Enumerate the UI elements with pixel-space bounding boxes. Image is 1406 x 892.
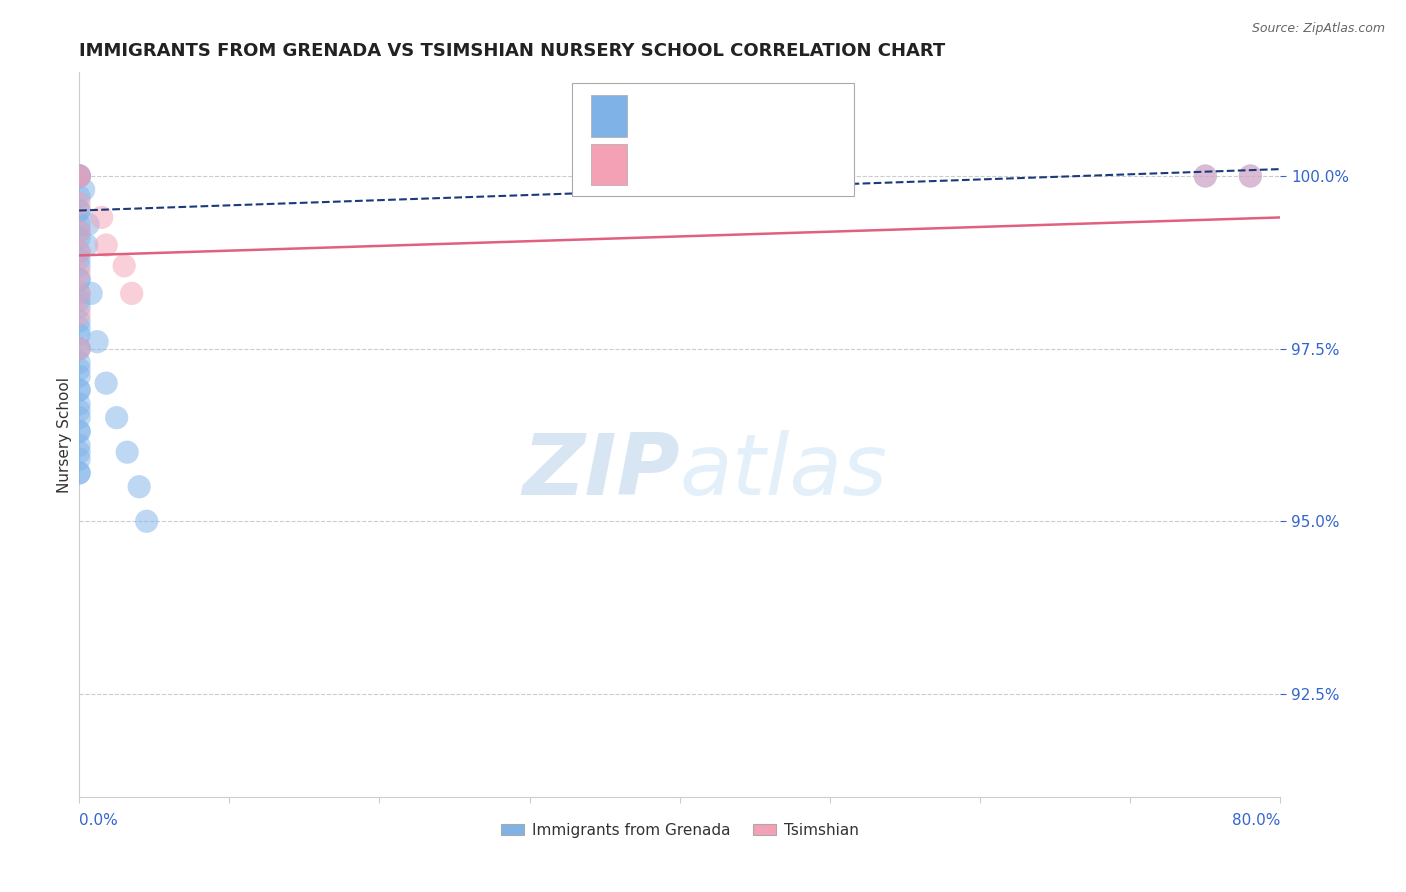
Point (67, 224, 90, 238)
Point (128, 480, 150, 494)
Point (67, 259, 90, 273)
Text: IMMIGRANTS FROM GRENADA VS TSIMSHIAN NURSERY SCHOOL CORRELATION CHART: IMMIGRANTS FROM GRENADA VS TSIMSHIAN NUR… (79, 42, 945, 60)
Point (1194, 169, 1216, 183)
Point (67, 169, 90, 183)
Point (67, 169, 90, 183)
Point (67, 383, 90, 397)
Point (67, 272, 90, 286)
Point (67, 266, 90, 280)
Legend: Immigrants from Grenada, Tsimshian: Immigrants from Grenada, Tsimshian (495, 817, 865, 844)
Point (72, 183, 94, 197)
Point (67, 425, 90, 439)
Point (67, 293, 90, 308)
Point (67, 244, 90, 259)
Point (67, 445, 90, 459)
Point (67, 321, 90, 335)
Point (67, 438, 90, 452)
Point (67, 327, 90, 342)
Point (67, 169, 90, 183)
Point (105, 410, 128, 425)
Point (67, 425, 90, 439)
Point (67, 314, 90, 328)
Point (67, 169, 90, 183)
Point (67, 203, 90, 218)
Point (67, 342, 90, 356)
Point (67, 244, 90, 259)
Point (67, 369, 90, 384)
Point (96, 376, 118, 391)
FancyBboxPatch shape (591, 144, 627, 186)
Text: 0.0%: 0.0% (79, 813, 118, 828)
Point (90, 211, 112, 225)
Point (67, 355, 90, 369)
Point (115, 445, 138, 459)
Point (67, 272, 90, 286)
Point (67, 342, 90, 356)
FancyBboxPatch shape (572, 83, 853, 195)
Point (67, 224, 90, 238)
Point (67, 397, 90, 411)
Point (86, 334, 108, 349)
Point (67, 169, 90, 183)
Text: Source: ZipAtlas.com: Source: ZipAtlas.com (1251, 22, 1385, 36)
Point (67, 410, 90, 425)
Point (67, 196, 90, 211)
Point (1194, 169, 1216, 183)
Point (67, 217, 90, 231)
Point (112, 259, 135, 273)
Point (67, 231, 90, 245)
Point (67, 252, 90, 266)
Point (67, 466, 90, 480)
Point (96, 238, 118, 252)
Text: R = 0.223   N = 58: R = 0.223 N = 58 (640, 103, 810, 121)
Point (135, 514, 157, 528)
Point (67, 342, 90, 356)
FancyBboxPatch shape (591, 95, 627, 136)
Point (67, 452, 90, 467)
Point (80, 286, 103, 301)
Text: atlas: atlas (679, 430, 887, 513)
Point (67, 169, 90, 183)
Point (76, 238, 98, 252)
Point (77, 217, 100, 231)
Point (67, 286, 90, 301)
Point (67, 466, 90, 480)
Point (1239, 169, 1261, 183)
Point (67, 300, 90, 314)
Point (67, 203, 90, 218)
Point (67, 307, 90, 321)
Text: R =  0.311   N = 15: R = 0.311 N = 15 (640, 152, 815, 169)
Point (1239, 169, 1261, 183)
Text: 80.0%: 80.0% (1232, 813, 1281, 828)
Y-axis label: Nursery School: Nursery School (58, 377, 72, 493)
Point (67, 404, 90, 418)
Point (67, 169, 90, 183)
Point (121, 286, 143, 301)
Text: ZIP: ZIP (522, 430, 679, 513)
Point (67, 286, 90, 301)
Point (67, 190, 90, 204)
Point (67, 169, 90, 183)
Point (67, 383, 90, 397)
Point (67, 362, 90, 376)
